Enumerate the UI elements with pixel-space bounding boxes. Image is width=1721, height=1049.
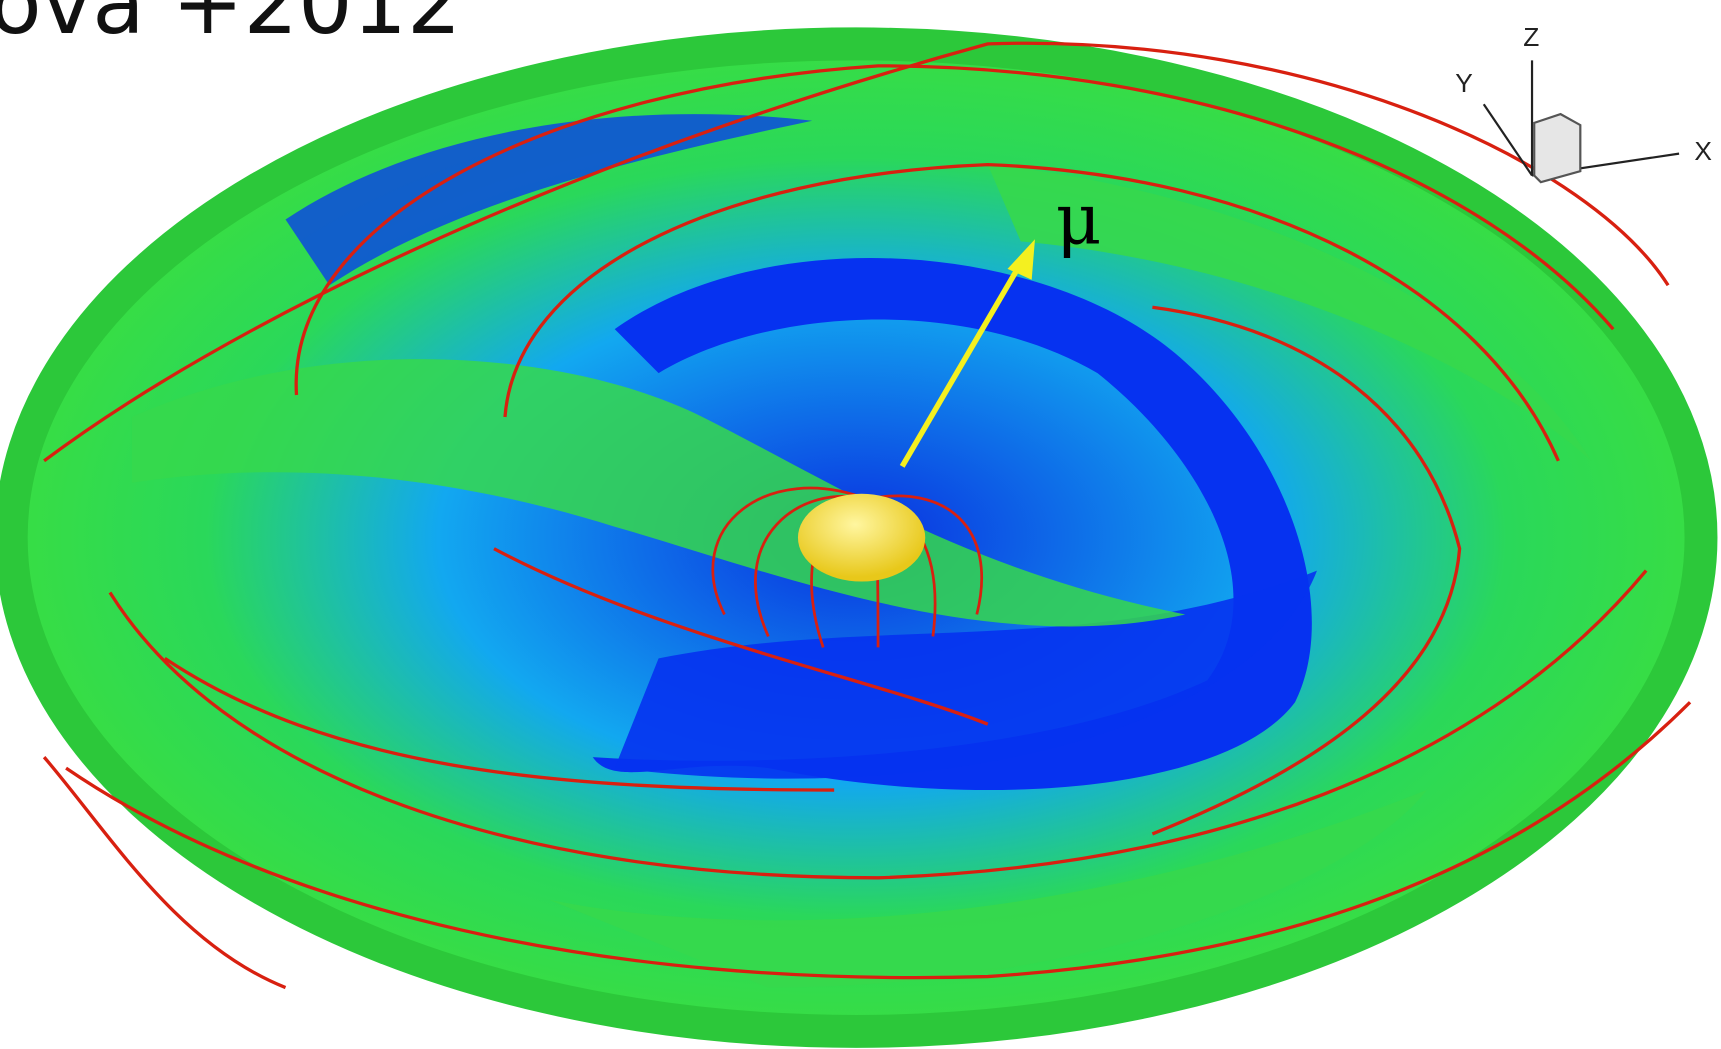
y-axis-label: Y <box>1455 68 1473 98</box>
simulation-render: μ ova +2012 Z Y X <box>0 0 1721 1049</box>
x-axis-label: X <box>1694 136 1712 166</box>
caption: ova +2012 <box>0 0 461 54</box>
axes-triad: Z Y X <box>1455 22 1712 182</box>
z-axis-label: Z <box>1523 22 1539 52</box>
vector-label: μ <box>1056 179 1102 261</box>
page: μ ova +2012 Z Y X (() => { const data = … <box>0 0 1721 1049</box>
star <box>798 494 925 582</box>
